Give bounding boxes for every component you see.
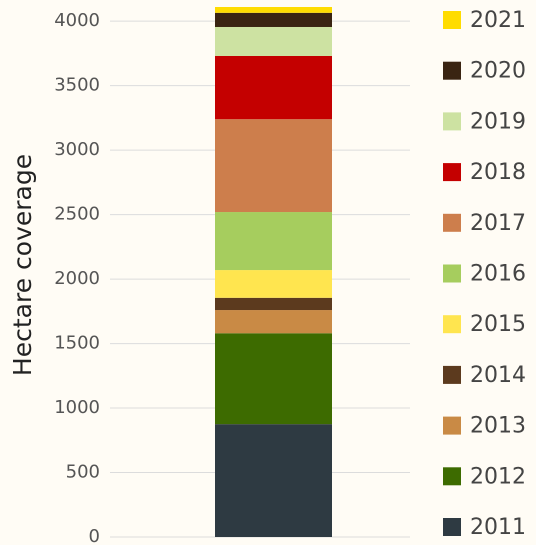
y-tick-label: 3500	[54, 75, 100, 96]
bar-segment	[215, 56, 332, 120]
legend-swatch	[443, 467, 461, 486]
legend-label: 2021	[470, 8, 526, 33]
bar-segment	[215, 119, 332, 213]
bar-segment	[215, 297, 332, 311]
legend-swatch	[443, 112, 461, 131]
legend-label: 2017	[470, 211, 526, 236]
bar-segment	[215, 7, 332, 13]
legend-swatch	[443, 315, 461, 334]
legend-swatch	[443, 416, 461, 435]
y-tick-label: 3000	[54, 139, 100, 160]
bar-segment	[215, 333, 332, 425]
bar-segment	[215, 270, 332, 298]
legend-label: 2013	[470, 414, 526, 439]
y-axis-label: Hectare coverage	[8, 154, 37, 376]
legend-swatch	[443, 365, 461, 384]
legend-label: 2019	[470, 109, 526, 134]
y-tick-label: 1000	[54, 397, 100, 418]
legend-label: 2011	[470, 515, 526, 540]
legend-label: 2014	[470, 363, 526, 388]
legend-label: 2016	[470, 262, 526, 287]
bar-segment	[215, 12, 332, 27]
y-tick-label: 2500	[54, 204, 100, 225]
y-tick-label: 0	[89, 526, 100, 545]
bar-segment	[215, 424, 332, 537]
legend-swatch	[443, 518, 461, 536]
legend-label: 2012	[470, 464, 526, 489]
bar-segment	[215, 310, 332, 334]
y-tick-label: 500	[66, 462, 100, 483]
legend-swatch	[443, 163, 461, 182]
y-tick-label: 1500	[54, 333, 100, 354]
y-tick-label: 4000	[54, 10, 100, 31]
y-tick-label: 2000	[54, 268, 100, 289]
legend-label: 2015	[470, 312, 526, 337]
legend-label: 2018	[470, 160, 526, 185]
legend-swatch	[443, 11, 461, 29]
legend-label: 2020	[470, 59, 526, 84]
legend-swatch	[443, 264, 461, 283]
legend-swatch	[443, 213, 461, 232]
legend-swatch	[443, 61, 461, 80]
bar-segment	[215, 212, 332, 271]
bar-segment	[215, 26, 332, 57]
